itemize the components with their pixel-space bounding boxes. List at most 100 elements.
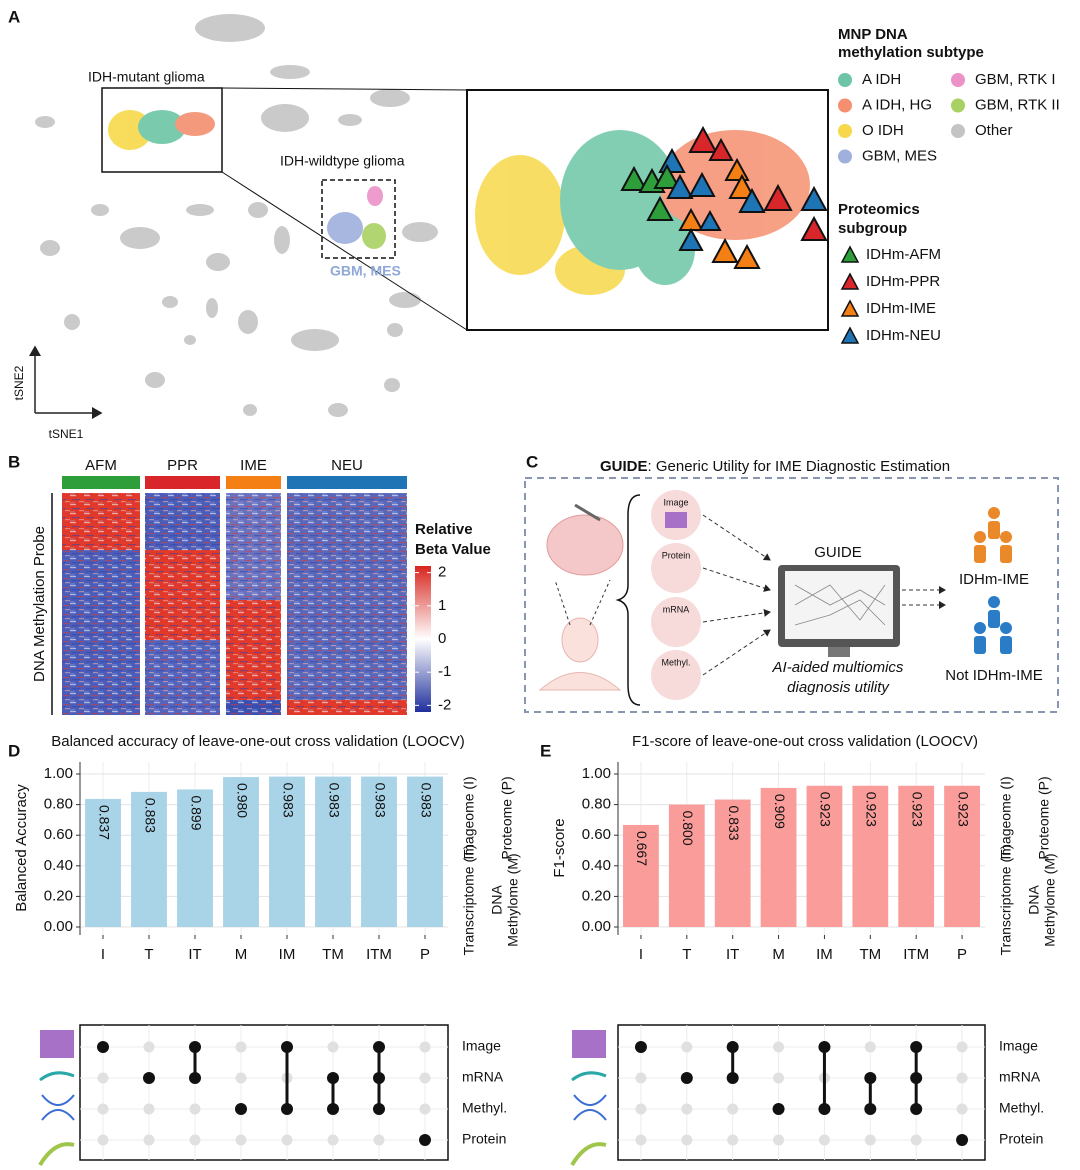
matrix-dot-empty [773,1072,785,1084]
legend-swatch [838,149,852,164]
tsne-mutant-cluster [108,110,215,150]
x-tick-label: M [772,946,785,963]
bar-value-label: 0.983 [372,783,388,818]
x-tick-label: TM [859,946,881,963]
x-tick-label: I [101,946,105,963]
matrix-dot [281,1041,293,1053]
x-tick-label: TM [322,946,344,963]
matrix-dot-empty [97,1134,109,1146]
bar-value-label: 0.667 [634,831,650,866]
matrix-dot-empty [681,1134,693,1146]
matrix-dot-empty [281,1134,293,1146]
panel-label: E [540,741,551,760]
group-bar [62,476,140,489]
title-part: GUIDE [600,458,648,475]
y-tick-label: 1.00 [44,765,73,782]
y-tick-label: 0.80 [44,796,73,813]
matrix-dot-empty [956,1041,968,1053]
matrix-dot-empty [327,1041,339,1053]
legend-swatch [840,272,860,290]
side-label: Transcriptome (T) [998,845,1014,956]
matrix-dot-empty [727,1103,739,1115]
legend-swatch [840,326,860,344]
matrix-dot [910,1103,923,1115]
side-label: Transcriptome (T) [461,845,477,956]
x-tick-label: IM [816,946,833,963]
axis-label: tSNE1 [49,427,84,441]
colorbar-tick-label: -2 [438,696,451,713]
group-bar [226,476,281,489]
colorbar-tick-label: 2 [438,564,446,581]
y-tick-label: 0.00 [582,918,611,935]
zoom-triangles [620,125,828,269]
side-label: DNA [489,885,505,915]
x-tick-label: T [144,946,153,963]
matrix-dot-empty [910,1134,922,1146]
bar-value-label: 0.837 [96,805,112,840]
group-label: PPR [167,457,198,474]
cluster-label: IDH-mutant glioma [88,69,205,85]
x-tick-label: T [682,946,691,963]
bar-value-label: 0.909 [772,794,788,829]
side-label: Methylome (M) [1042,853,1058,946]
matrix-row-label: Protein [462,1131,506,1147]
side-label: Imageome (I) [998,776,1014,859]
legend-title: subgroup [838,220,907,237]
group-label: AFM [85,457,117,474]
bar [407,776,443,927]
x-tick-label: M [235,946,248,963]
bar-value-label: 0.883 [142,798,158,833]
x-tick-label: ITM [903,946,929,963]
wildtype-box [321,179,396,259]
y-tick-label: 0.20 [44,887,73,904]
bar-value-label: 0.923 [864,792,880,827]
y-tick-label: 0.40 [582,857,611,874]
matrix-dot [634,1041,647,1053]
cluster-label: GBM, MES [330,263,401,279]
panel-title: GUIDE: Generic Utility for IME Diagnosti… [600,458,950,475]
caption: AI-aided multiomics [772,659,904,676]
matrix-dot [97,1041,109,1053]
matrix-dot [327,1103,339,1115]
matrix-dot [726,1072,739,1084]
matrix-dot [910,1041,923,1053]
matrix-dot-empty [956,1072,968,1084]
matrix-row-label: Methyl. [462,1100,507,1116]
legend-label: O IDH [862,122,904,139]
matrix-dot-empty [327,1134,339,1146]
legend-title: MNP DNA [838,26,908,43]
matrix-dot-empty [773,1041,785,1053]
guide-box [524,477,1059,713]
cluster-label: IDH-wildtype glioma [280,153,405,169]
matrix-dot-empty [235,1041,247,1053]
matrix-dot-empty [419,1041,431,1053]
matrix-dot-empty [373,1134,385,1146]
matrix-dot-empty [143,1041,155,1053]
colorbar-tick-label: 0 [438,630,446,647]
matrix-dot-empty [419,1072,431,1084]
tsne-wildtype-cluster [327,186,386,249]
y-tick-label: 0.60 [582,826,611,843]
axis-label: tSNE2 [12,365,26,400]
x-tick-label: ITM [366,946,392,963]
matrix-row-label: Image [999,1038,1038,1054]
colorbar [415,566,431,712]
matrix-dot-empty [143,1134,155,1146]
input-label: mRNA [663,604,690,614]
legend-swatch [951,73,965,87]
matrix-row-label: Image [462,1038,501,1054]
axis-label: DNA Methylation Probe [31,526,48,682]
y-tick-label: 1.00 [582,765,611,782]
matrix-row-label: Methyl. [999,1100,1044,1116]
matrix-dot-empty [773,1134,785,1146]
legend-swatch [840,245,860,263]
matrix-dot [373,1041,385,1053]
tsne-background [35,14,438,417]
bar [668,804,705,927]
y-tick-label: 0.60 [44,826,73,843]
bar-value-label: 0.833 [726,806,742,841]
bar-value-label: 0.923 [818,792,834,827]
colorbar-title: Beta Value [415,541,491,558]
matrix-dot [818,1103,831,1115]
